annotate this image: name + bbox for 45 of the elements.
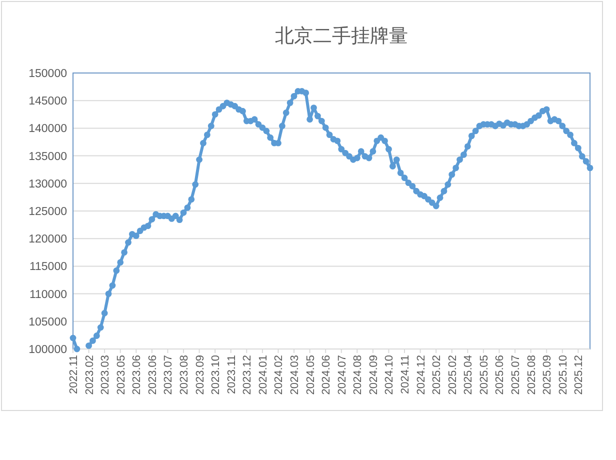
x-tick-label: 2024.05	[304, 355, 317, 395]
x-tick-label: 2024.08	[352, 355, 364, 395]
x-tick-label: 2023.03	[100, 355, 112, 395]
x-tick-label: 2024.11	[400, 355, 412, 394]
y-tick-label: 120000	[28, 234, 67, 246]
x-tick-label: 2025.02	[446, 355, 459, 395]
x-tick-label: 2023.05	[115, 355, 128, 395]
x-tick-label: 2025.09	[542, 355, 554, 395]
x-tick-label: 2025.10	[557, 355, 570, 395]
x-tick-label: 2025.06	[494, 355, 506, 395]
x-tick-label: 2025.02	[431, 355, 444, 395]
x-tick-label: 2023.02	[84, 355, 96, 395]
x-tick-label: 2025.08	[526, 355, 538, 395]
chart-title: 北京二手挂牌量	[275, 25, 408, 47]
x-tick-label: 2025.07	[510, 355, 522, 395]
x-tick-label: 2024.12	[415, 355, 428, 395]
y-tick-label: 140000	[28, 123, 67, 136]
x-tick-label: 2023.08	[178, 355, 191, 395]
x-tick-label: 2025.05	[478, 355, 490, 395]
x-tick-label: 2022.11	[68, 355, 80, 394]
x-tick-label: 2023.09	[194, 355, 206, 395]
x-tick-label: 2023.07	[162, 355, 175, 395]
x-tick-label: 2024.02	[273, 355, 286, 395]
y-tick-label: 110000	[29, 288, 67, 301]
x-tick-label: 2024.03	[289, 355, 302, 395]
y-tick-label: 115000	[29, 261, 67, 274]
y-tick-label: 135000	[28, 150, 67, 163]
y-tick-label: 130000	[28, 178, 67, 190]
x-tick-label: 2023.10	[210, 355, 222, 395]
y-tick-label: 145000	[28, 96, 67, 108]
y-tick-label: 100000	[28, 344, 67, 356]
y-tick-label: 125000	[28, 206, 67, 218]
x-tick-label: 2023.12	[242, 355, 254, 395]
x-tick-label: 2023.06	[146, 355, 159, 395]
x-tick-label: 2024.07	[336, 355, 348, 395]
x-tick-label: 2023.11	[226, 355, 238, 394]
y-tick-label: 150000	[28, 68, 67, 80]
x-tick-label: 2024.10	[384, 355, 396, 395]
x-tick-label: 2024.09	[368, 355, 380, 395]
x-tick-label: 2025.12	[573, 355, 586, 395]
x-tick-label: 2023.06	[131, 355, 144, 395]
x-tick-label: 2025.04	[462, 355, 475, 395]
x-tick-label: 2024.06	[320, 355, 333, 395]
x-tick-label: 2024.01	[257, 355, 270, 395]
y-tick-label: 105000	[28, 316, 67, 328]
